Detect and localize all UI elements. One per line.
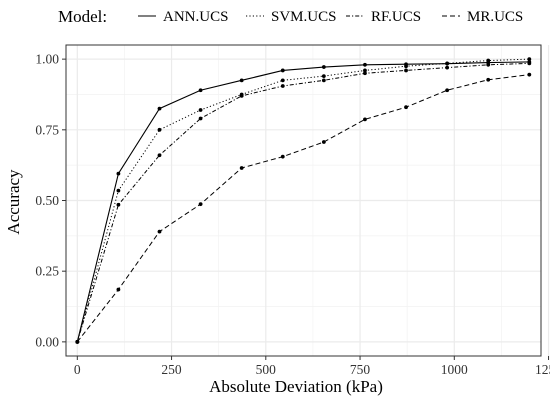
data-point [321,74,326,78]
series-line [76,74,530,343]
data-point [157,229,162,234]
legend-item: MR.UCS [442,9,523,25]
legend-label: ANN.UCS [163,9,228,25]
data-point [321,65,326,69]
data-point [527,72,532,77]
data-point [486,58,491,63]
y-axis-title: Accuracy [4,169,23,235]
legend-label: SVM.UCS [271,9,336,25]
grid-major [66,45,550,356]
data-point [363,62,367,67]
legend-item: SVM.UCS [246,9,336,25]
y-tick-label: 0.50 [35,193,59,208]
data-point [486,62,491,67]
data-point [445,65,450,70]
data-point [239,93,244,98]
x-tick-label: 1000 [441,362,468,377]
legend-label: RF.UCS [371,9,421,25]
series-line [76,61,530,342]
legend-item: ANN.UCS [138,9,228,25]
data-point [280,78,285,83]
data-point [445,88,450,93]
data-point [280,154,285,159]
data-point [321,78,326,83]
series-line [76,62,530,343]
data-point [404,68,408,73]
data-point [527,57,532,62]
x-tick-label: 500 [256,362,277,377]
data-point [198,108,203,112]
data-point [157,127,162,132]
data-point [363,68,367,73]
data-point [116,202,121,207]
data-point [239,78,244,83]
y-axis: 0.00 0.25 0.50 0.75 1.00 [35,52,66,349]
data-point [157,153,162,158]
data-point [116,171,121,176]
data-point [486,77,491,82]
y-tick-label: 0.25 [35,264,59,279]
legend-label: MR.UCS [467,9,523,25]
y-tick-label: 0.75 [35,122,59,137]
data-point [75,339,80,344]
x-axis: 0 250 500 750 1000 1250 [74,356,550,377]
legend-title: Model: [58,7,107,26]
data-point [198,202,203,207]
x-tick-label: 750 [350,362,371,377]
data-point [321,140,326,144]
data-point [445,61,450,66]
x-tick-label: 0 [74,362,81,377]
legend: Model: ANN.UCS SVM.UCS RF.UCS MR.UCS [58,7,523,26]
series-MR.UCS [75,72,532,344]
data-point [363,71,367,76]
legend-item: RF.UCS [346,9,421,25]
data-point [157,106,162,111]
x-tick-label: 250 [161,362,182,377]
series-SVM.UCS [75,57,532,344]
data-point [527,61,532,66]
data-point [239,166,244,170]
data-point [198,116,203,121]
data-point [198,88,203,93]
x-tick-label: 1250 [535,362,550,377]
series-layer [75,57,532,344]
data-point [280,68,285,73]
data-point [116,188,121,193]
x-axis-title: Absolute Deviation (kPa) [209,377,383,396]
series-line [76,58,530,342]
data-point [404,105,408,110]
y-tick-label: 0.00 [35,334,59,349]
data-point [404,64,408,69]
data-point [116,287,121,292]
y-tick-label: 1.00 [35,52,59,67]
data-point [280,84,285,88]
data-point [363,117,367,122]
